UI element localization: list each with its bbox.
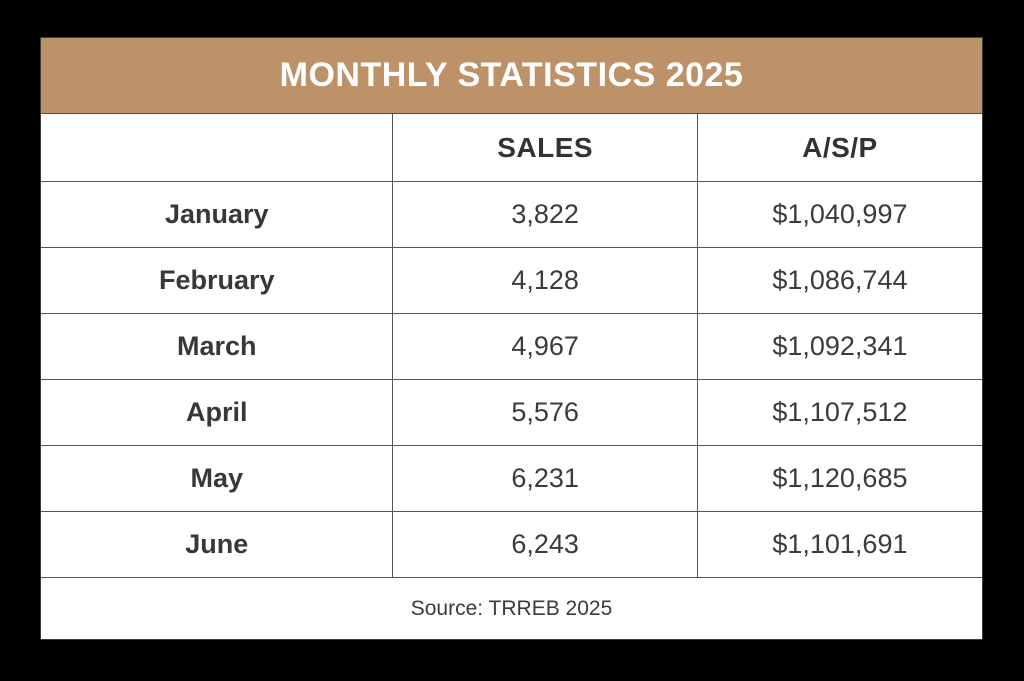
sales-value: 6,231 [511, 463, 579, 493]
table-row: June 6,243 $1,101,691 [41, 511, 982, 577]
asp-value: $1,086,744 [772, 265, 908, 295]
sales-cell: 4,967 [392, 314, 697, 379]
asp-value: $1,040,997 [772, 199, 908, 229]
sales-cell: 3,822 [392, 182, 697, 247]
sales-value: 4,128 [511, 265, 579, 295]
asp-cell: $1,092,341 [696, 314, 982, 379]
table-title-band: MONTHLY STATISTICS 2025 [41, 38, 982, 114]
month-label: February [158, 265, 275, 295]
asp-value: $1,092,341 [772, 331, 908, 361]
table-row: May 6,231 $1,120,685 [41, 445, 982, 511]
table-header-row: SALES A/S/P [41, 114, 982, 181]
table-row: January 3,822 $1,040,997 [41, 181, 982, 247]
sales-value: 3,822 [511, 199, 579, 229]
asp-cell: $1,107,512 [696, 380, 982, 445]
month-label: March [176, 331, 257, 361]
table-footer-row: Source: TRREB 2025 [41, 577, 982, 639]
month-cell: February [41, 248, 393, 313]
source-cell: Source: TRREB 2025 [41, 578, 982, 639]
header-label-asp: A/S/P [802, 131, 878, 163]
monthly-statistics-table: MONTHLY STATISTICS 2025 SALES A/S/P Janu… [40, 37, 983, 640]
sales-value: 4,967 [511, 331, 579, 361]
sales-value: 6,243 [511, 529, 579, 559]
table-row: February 4,128 $1,086,744 [41, 247, 982, 313]
header-cell-asp: A/S/P [696, 114, 982, 181]
month-cell: June [41, 512, 393, 577]
month-cell: January [41, 182, 393, 247]
table-row: April 5,576 $1,107,512 [41, 379, 982, 445]
month-cell: April [41, 380, 393, 445]
month-label: January [164, 199, 269, 229]
asp-cell: $1,040,997 [696, 182, 982, 247]
header-cell-month [41, 114, 393, 181]
month-label: June [185, 529, 249, 559]
month-label: May [190, 463, 243, 493]
asp-value: $1,107,512 [772, 397, 908, 427]
sales-cell: 6,243 [392, 512, 697, 577]
asp-value: $1,101,691 [772, 529, 908, 559]
asp-cell: $1,120,685 [696, 446, 982, 511]
month-cell: March [41, 314, 393, 379]
sales-value: 5,576 [511, 397, 579, 427]
sales-cell: 4,128 [392, 248, 697, 313]
month-cell: May [41, 446, 393, 511]
sales-cell: 6,231 [392, 446, 697, 511]
table-row: March 4,967 $1,092,341 [41, 313, 982, 379]
header-label-sales: SALES [497, 131, 594, 163]
header-cell-sales: SALES [392, 114, 697, 181]
asp-value: $1,120,685 [772, 463, 908, 493]
source-label: Source: TRREB 2025 [410, 596, 613, 620]
asp-cell: $1,086,744 [696, 248, 982, 313]
asp-cell: $1,101,691 [696, 512, 982, 577]
month-label: April [185, 397, 248, 427]
sales-cell: 5,576 [392, 380, 697, 445]
table-title: MONTHLY STATISTICS 2025 [279, 56, 744, 94]
